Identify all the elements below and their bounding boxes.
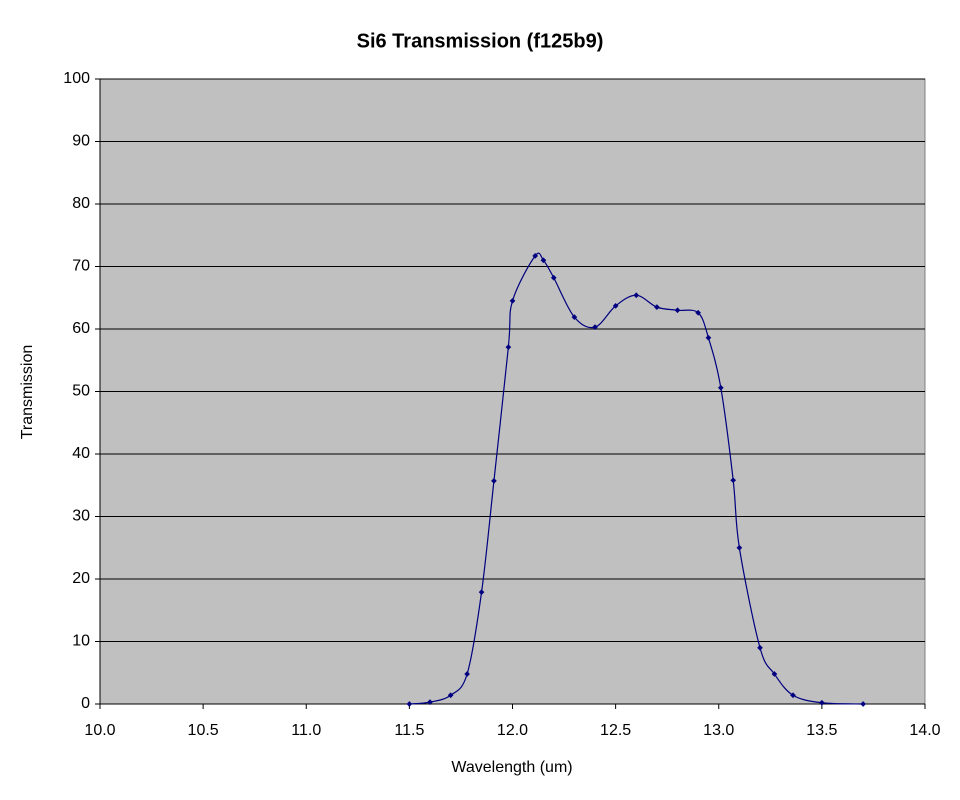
y-tick-label: 100 (63, 70, 90, 87)
x-tick-label: 13.5 (806, 722, 837, 739)
point (771, 671, 778, 677)
x-tick-label: 10.0 (84, 722, 115, 739)
point (447, 692, 454, 699)
point (406, 701, 413, 707)
point (819, 699, 825, 706)
point (427, 699, 433, 705)
y-axis-label: Transmission (19, 345, 36, 440)
x-tick-label: 14.0 (909, 722, 940, 739)
y-tick-label: 50 (72, 383, 90, 400)
point (478, 589, 485, 595)
point (571, 314, 578, 320)
point (612, 303, 619, 309)
point (464, 671, 470, 677)
x-tick-label: 11.5 (394, 722, 424, 739)
point (674, 307, 681, 314)
point (633, 292, 640, 299)
point (550, 274, 557, 281)
point (491, 478, 497, 484)
x-tick-label: 13.0 (703, 722, 734, 739)
point (717, 384, 724, 391)
point (540, 257, 547, 264)
point (505, 344, 512, 350)
x-tick-label: 12.0 (497, 722, 528, 739)
x-tick-label: 12.5 (600, 722, 631, 739)
y-tick-label: 20 (72, 570, 90, 587)
y-tick-label: 90 (72, 133, 90, 150)
point (757, 644, 763, 651)
x-tick-label: 11.0 (291, 722, 321, 739)
y-tick-label: 80 (72, 195, 90, 212)
point (790, 692, 796, 699)
y-tick-label: 0 (81, 695, 90, 712)
point (695, 309, 701, 316)
y-tick-label: 40 (72, 445, 90, 462)
y-tick-label: 60 (72, 320, 90, 337)
point (592, 324, 598, 330)
point (509, 298, 516, 304)
chart-title: Si6 Transmission (f125b9) (357, 30, 604, 52)
point (736, 544, 743, 551)
point (654, 304, 660, 310)
point (705, 334, 712, 341)
point (860, 701, 866, 707)
y-tick-label: 70 (72, 258, 90, 275)
y-tick-label: 10 (72, 633, 90, 650)
y-tick-label: 30 (72, 508, 90, 525)
x-tick-label: 10.5 (188, 722, 219, 739)
point (532, 253, 539, 259)
point (730, 477, 737, 484)
x-axis-label: Wavelength (um) (451, 759, 572, 776)
